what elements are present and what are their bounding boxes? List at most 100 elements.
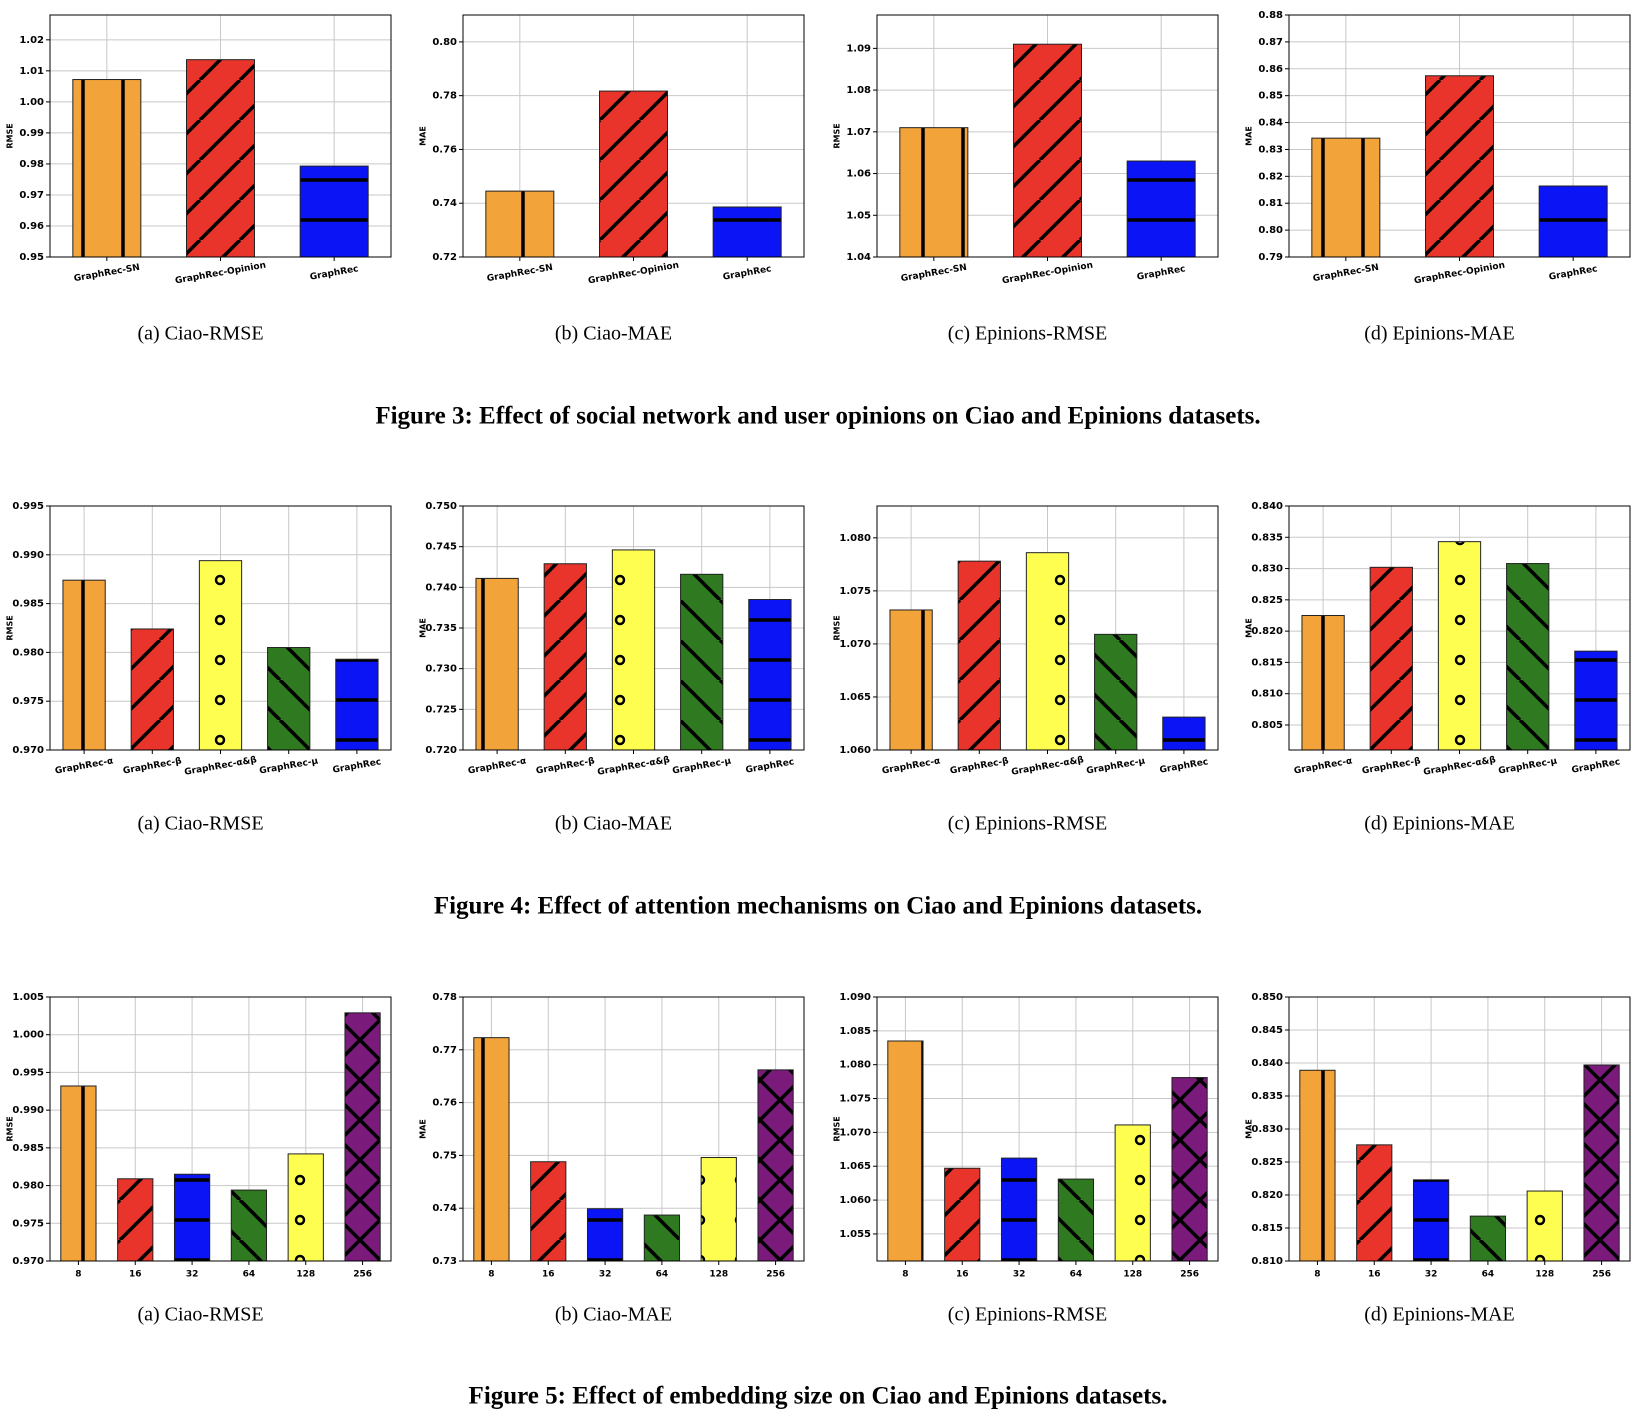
bar	[889, 609, 933, 751]
x-tick-label: GraphRec-μ	[259, 756, 320, 776]
y-tick-label: 0.810	[1251, 1256, 1283, 1267]
bar	[1126, 160, 1196, 258]
x-tick-label: GraphRec-SN	[1312, 263, 1380, 284]
y-tick-label: 1.060	[839, 1195, 871, 1206]
y-axis-label: MAE	[1245, 1119, 1254, 1139]
x-tick-label: 64	[1482, 1270, 1495, 1280]
x-tick-label: 256	[1180, 1270, 1199, 1280]
x-tick-label: GraphRec	[722, 264, 772, 282]
bar	[475, 577, 519, 751]
bar	[757, 1069, 794, 1262]
y-tick-label: 0.95	[19, 252, 44, 263]
y-tick-label: 0.995	[12, 501, 44, 512]
bar	[599, 90, 668, 258]
y-axis-label: MAE	[1245, 126, 1254, 146]
bar	[680, 573, 724, 751]
y-tick-label: 1.070	[839, 639, 871, 650]
y-tick-label: 0.81	[1258, 198, 1283, 209]
x-tick-label: GraphRec-α	[881, 756, 941, 776]
plot-frame	[49, 996, 392, 1262]
plot-frame	[1288, 996, 1631, 1262]
y-tick-label: 0.840	[1251, 1058, 1283, 1069]
subfigure-caption: (d) Epinions-MAE	[1364, 1304, 1515, 1326]
bar	[1057, 1178, 1095, 1262]
plot-frame	[1288, 505, 1631, 751]
x-tick-label: GraphRec-β	[949, 756, 1010, 776]
subfigure-caption: (b) Ciao-MAE	[555, 323, 672, 345]
y-tick-label: 0.745	[425, 542, 457, 553]
y-tick-label: 0.750	[425, 501, 457, 512]
bar	[117, 1178, 154, 1262]
subfigure-caption: (c) Epinions-RMSE	[948, 1304, 1107, 1326]
y-tick-label: 1.060	[839, 745, 871, 756]
y-tick-label: 0.735	[425, 623, 457, 634]
bar	[287, 1153, 324, 1262]
x-tick-label: GraphRec	[1571, 757, 1621, 775]
y-tick-label: 0.76	[432, 144, 457, 155]
y-tick-label: 0.975	[12, 1218, 44, 1229]
x-tick-label: GraphRec	[332, 757, 382, 775]
y-tick-label: 1.065	[839, 1161, 871, 1172]
x-tick-label: GraphRec-Opinion	[174, 261, 266, 287]
bar	[1538, 185, 1608, 258]
subfigure-caption: (b) Ciao-MAE	[555, 813, 672, 835]
x-tick-label: 8	[75, 1270, 81, 1280]
bar	[1506, 563, 1550, 751]
x-tick-label: GraphRec-Opinion	[1001, 261, 1093, 287]
y-tick-label: 0.825	[1251, 1157, 1283, 1168]
plot-frame	[462, 505, 805, 751]
bar	[1094, 633, 1138, 751]
x-tick-label: GraphRec-α	[54, 756, 114, 776]
y-axis-label: MAE	[419, 1119, 428, 1139]
y-tick-label: 0.80	[432, 37, 457, 48]
x-tick-label: 32	[1425, 1270, 1438, 1280]
subfigure-caption: (c) Epinions-RMSE	[948, 323, 1107, 345]
y-tick-label: 0.725	[425, 704, 457, 715]
x-tick-label: GraphRec-β	[1361, 756, 1422, 776]
y-axis-label: MAE	[419, 126, 428, 146]
y-axis-label: MAE	[1245, 618, 1254, 638]
bar	[1171, 1077, 1208, 1262]
y-tick-label: 0.820	[1251, 1190, 1283, 1201]
bar	[887, 1040, 924, 1262]
x-tick-label: 64	[656, 1270, 669, 1280]
x-tick-label: GraphRec-α	[1293, 756, 1353, 776]
bar	[1301, 614, 1345, 751]
x-tick-label: 8	[1314, 1270, 1320, 1280]
subfigure-caption: (a) Ciao-RMSE	[137, 1304, 263, 1326]
y-axis-label: RMSE	[6, 123, 15, 148]
plot-frame	[876, 14, 1219, 258]
bar	[1356, 1144, 1393, 1262]
y-tick-label: 1.085	[839, 1026, 871, 1037]
plot-frame	[49, 14, 392, 258]
x-tick-label: 256	[1592, 1270, 1611, 1280]
y-tick-label: 0.86	[1258, 64, 1283, 75]
x-tick-label: 8	[902, 1270, 908, 1280]
bar	[173, 1173, 211, 1262]
y-tick-label: 0.975	[12, 696, 44, 707]
x-tick-label: 16	[956, 1270, 969, 1280]
bar	[712, 206, 782, 258]
y-tick-label: 0.85	[1258, 91, 1283, 102]
bar	[586, 1208, 624, 1262]
bar	[60, 1085, 97, 1262]
x-tick-label: GraphRec-μ	[672, 756, 733, 776]
figure-caption: Figure 4: Effect of attention mechanisms…	[434, 893, 1202, 920]
x-tick-label: 128	[709, 1270, 728, 1280]
y-tick-label: 1.075	[839, 586, 871, 597]
y-tick-label: 0.810	[1251, 689, 1283, 700]
y-tick-label: 1.07	[846, 127, 871, 138]
x-tick-label: GraphRec-μ	[1086, 756, 1147, 776]
subfigure-caption: (a) Ciao-RMSE	[137, 813, 263, 835]
x-tick-label: GraphRec	[745, 757, 795, 775]
plot-frame	[876, 505, 1219, 751]
x-tick-label: 256	[766, 1270, 785, 1280]
x-tick-label: GraphRec-μ	[1498, 756, 1559, 776]
x-tick-label: GraphRec-Opinion	[1413, 261, 1505, 287]
bar	[611, 549, 656, 751]
x-tick-label: GraphRec	[1159, 757, 1209, 775]
bar	[130, 628, 174, 751]
plot-frame	[1288, 14, 1631, 258]
bar	[643, 1214, 681, 1262]
bar	[957, 560, 1001, 751]
